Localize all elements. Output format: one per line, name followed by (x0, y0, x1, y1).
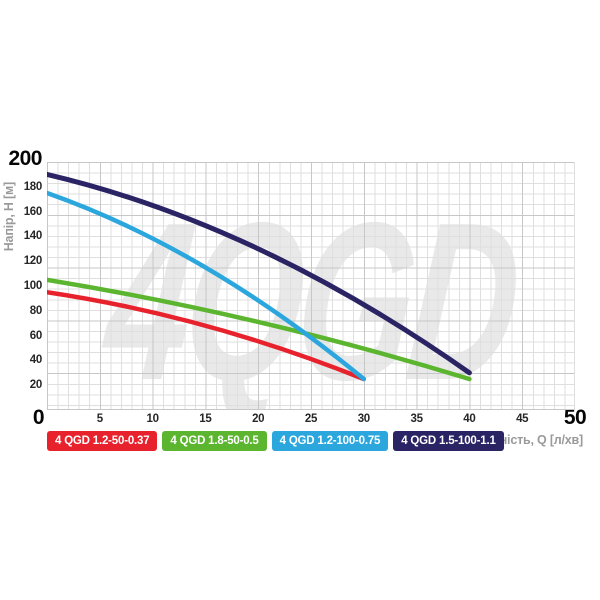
y-tick-label: 80 (29, 304, 43, 317)
x-tick-label: 15 (199, 413, 212, 425)
x-tick-label: 30 (357, 413, 371, 425)
y-tick-label: 160 (23, 205, 43, 218)
curve-4-qgd-1.2-50-0.37 (47, 289, 367, 382)
y-tick-label: 120 (23, 255, 43, 268)
pump-curves-svg (47, 171, 472, 382)
legend-badge-4-qgd-1.8-50-0.5: 4 QGD 1.8-50-0.5 (162, 431, 267, 451)
legend-badge-4-qgd-1.2-50-0.37: 4 QGD 1.2-50-0.37 (47, 431, 158, 451)
x-tick-label: 35 (410, 413, 423, 425)
legend-badge-4-qgd-1.5-100-1.1: 4 QGD 1.5-100-1.1 (393, 431, 504, 451)
y-tick-label: 100 (23, 280, 43, 292)
curve-4-qgd-1.5-100-1.1 (47, 171, 472, 376)
x-tick-label: 45 (516, 413, 529, 425)
y-tick-label: 60 (29, 329, 43, 342)
x-axis-max-label: 50 (563, 406, 587, 429)
legend-badge-4-qgd-1.2-100-0.75: 4 QGD 1.2-100-0.75 (271, 431, 389, 451)
y-axis-max-label: 200 (8, 147, 42, 170)
x-tick-label: 5 (96, 413, 103, 425)
x-tick-label: 10 (146, 413, 159, 425)
y-tick-label: 140 (23, 230, 43, 243)
y-tick-label: 40 (29, 354, 43, 367)
x-tick-label: 40 (463, 413, 476, 425)
x-tick-label: 20 (252, 413, 265, 425)
y-tick-label: 180 (23, 180, 43, 193)
grid-lines (47, 162, 575, 410)
origin-label: 0 (32, 406, 45, 429)
legend: 4 QGD 1.2-50-0.37 4 QGD 1.8-50-0.5 4 QGD 1… (47, 431, 504, 451)
curve-4-qgd-1.2-100-0.75 (47, 190, 367, 382)
curve-4-qgd-1.8-50-0.5 (47, 277, 472, 382)
y-tick-label: 20 (29, 379, 43, 392)
x-tick-label: 25 (304, 413, 318, 425)
